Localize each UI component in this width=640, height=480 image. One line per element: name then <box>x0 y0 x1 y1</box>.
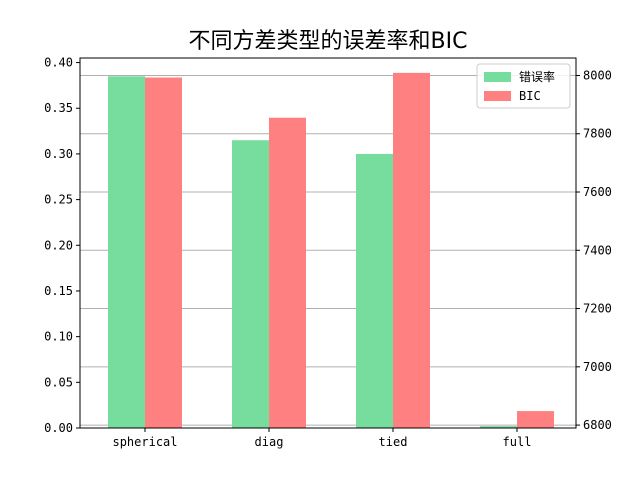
left-tick-label-0.15: 0.15 <box>44 284 73 298</box>
right-tick-label-8000: 8000 <box>583 68 612 82</box>
right-y-axis: 6800 7000 7200 7400 7600 7800 8000 <box>576 68 612 432</box>
x-tick-label-diag: diag <box>255 435 284 449</box>
bar-error-rate-tied <box>356 153 393 429</box>
right-tick-label-7800: 7800 <box>583 127 612 141</box>
left-tick-label-0.30: 0.30 <box>44 147 73 161</box>
legend-swatch-0 <box>484 72 511 82</box>
bar-bic-full <box>517 411 554 428</box>
bar-error-rate-spherical <box>108 76 145 428</box>
bar-bic-tied <box>393 72 430 428</box>
x-tick-label-spherical: spherical <box>112 435 177 449</box>
left-tick-label-0.10: 0.10 <box>44 330 73 344</box>
bar-error-rate-diag <box>232 140 269 428</box>
right-tick-label-7600: 7600 <box>583 185 612 199</box>
right-tick-label-7200: 7200 <box>583 302 612 316</box>
bars <box>108 72 554 429</box>
legend-swatch-1 <box>484 91 511 101</box>
x-tick-label-tied: tied <box>379 435 408 449</box>
plot-frame <box>79 57 577 429</box>
bar-bic-spherical <box>145 77 182 428</box>
legend: 错误率 BIC <box>476 63 571 109</box>
x-tick-label-full: full <box>503 435 532 449</box>
chart-title: 不同方差类型的误差率和BIC <box>189 29 468 54</box>
left-y-axis: 0.00 0.05 0.10 0.15 0.20 0.25 0.30 0.35 0.40 <box>44 56 80 435</box>
left-tick-label-0.25: 0.25 <box>44 193 73 207</box>
left-tick-label-0.00: 0.00 <box>44 421 73 435</box>
bar-error-rate-full <box>480 426 517 428</box>
left-tick-label-0.40: 0.40 <box>44 56 73 70</box>
left-tick-label-0.05: 0.05 <box>44 375 73 389</box>
right-tick-label-6800: 6800 <box>583 418 612 432</box>
left-tick-label-0.20: 0.20 <box>44 238 73 252</box>
left-tick-label-0.35: 0.35 <box>44 101 73 115</box>
legend-label-0: 错误率 <box>519 69 555 84</box>
legend-label-1: BIC <box>519 89 541 103</box>
right-tick-label-7000: 7000 <box>583 360 612 374</box>
right-tick-label-7400: 7400 <box>583 243 612 257</box>
x-axis: spherical diag tied full <box>112 428 531 449</box>
bar-bic-diag <box>269 117 306 428</box>
